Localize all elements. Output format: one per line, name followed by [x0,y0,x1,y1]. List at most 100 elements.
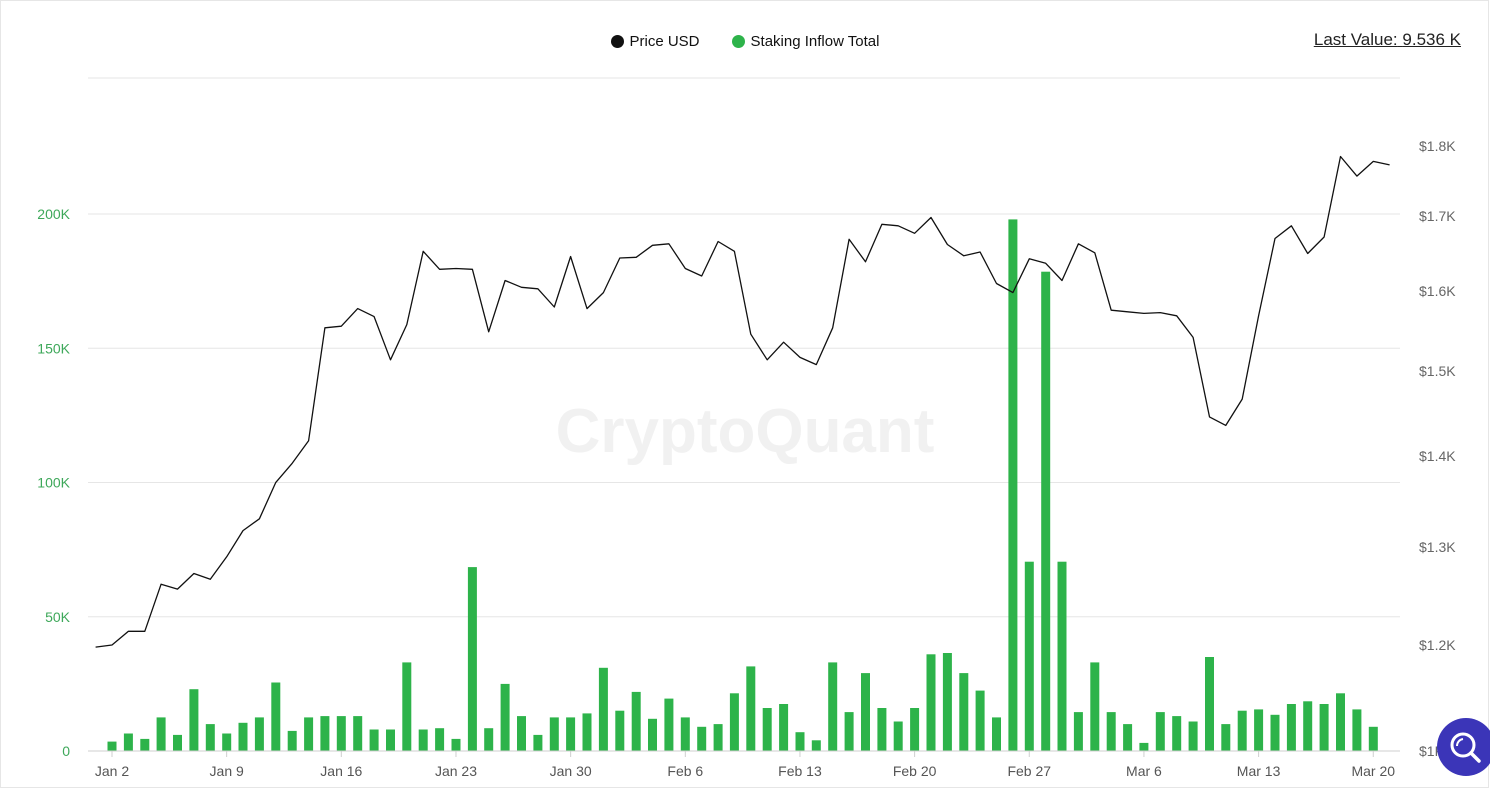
inflow-bar[interactable] [992,717,1001,751]
inflow-bar[interactable] [418,729,428,752]
inflow-bar[interactable] [959,673,969,751]
inflow-bar[interactable] [1368,726,1378,751]
inflow-bar[interactable] [1237,710,1247,751]
inflow-bar[interactable] [861,673,870,751]
price-legend-dot [610,34,624,48]
inflow-bar[interactable] [140,738,150,751]
inflow-bar[interactable] [1139,742,1149,751]
inflow-bar[interactable] [205,724,215,751]
inflow-bar[interactable] [697,726,707,751]
inflow-bar[interactable] [598,667,608,751]
right-axis-tick-label: $1.7K [1419,208,1456,224]
inflow-bar[interactable] [1221,724,1231,751]
inflow-bar[interactable] [1155,712,1165,751]
inflow-bar[interactable] [386,729,395,752]
inflow-legend-label: Staking Inflow Total [750,32,880,50]
inflow-bar[interactable] [566,717,576,751]
inflow-bar[interactable] [189,689,199,751]
inflow-legend-dot [731,34,745,48]
search-fab[interactable] [1437,718,1490,776]
inflow-bar[interactable] [517,716,526,751]
x-axis-tick-label: Feb 6 [667,763,703,779]
inflow-bar[interactable] [369,729,379,752]
inflow-bar[interactable] [631,691,641,751]
inflow-bar[interactable] [1057,561,1067,751]
inflow-bar[interactable] [1319,704,1329,751]
x-axis-tick-label: Jan 2 [95,763,129,779]
inflow-bar[interactable] [1336,693,1345,751]
x-axis-tick-label: Feb 20 [893,763,937,779]
inflow-bar[interactable] [451,738,461,751]
inflow-bar[interactable] [123,733,133,752]
x-axis-tick-label: Jan 30 [550,763,592,779]
inflow-bar[interactable] [795,732,805,751]
inflow-bar[interactable] [336,716,346,751]
price-legend-label: Price USD [629,32,700,50]
inflow-bar[interactable] [320,716,330,751]
inflow-bar[interactable] [287,730,297,751]
inflow-bar[interactable] [107,741,117,751]
right-axis-tick-label: $1.6K [1419,283,1456,299]
inflow-bar[interactable] [500,683,510,751]
inflow-bar[interactable] [1041,271,1051,751]
inflow-bar[interactable] [615,710,625,751]
inflow-bar[interactable] [353,716,363,751]
inflow-bar[interactable] [304,717,314,751]
inflow-bar[interactable] [664,698,674,751]
inflow-bar[interactable] [1008,219,1018,751]
inflow-bar[interactable] [942,653,952,751]
right-axis-tick-label: $1.8K [1419,138,1456,154]
legend-item-price[interactable]: Price USD [610,30,700,52]
inflow-bar[interactable] [680,717,690,751]
inflow-bar[interactable] [811,740,821,751]
inflow-bar[interactable] [1106,712,1116,751]
inflow-bar[interactable] [222,733,232,752]
inflow-bar[interactable] [254,717,264,751]
inflow-bar[interactable] [1188,721,1198,752]
right-axis-tick-label: $1.4K [1419,448,1456,464]
inflow-bar[interactable] [173,734,182,751]
last-value-link[interactable]: Last Value: 9.536 K [1314,30,1461,50]
inflow-bar[interactable] [1205,657,1214,751]
inflow-bar[interactable] [156,717,166,751]
x-axis-ticks: Jan 2 Jan 9 Jan 16 Jan 23 Jan 30 Feb 6 Feb 13 F… [88,750,1400,779]
inflow-bar[interactable] [1303,701,1313,751]
chart-legend: Price USD Staking Inflow Total [0,30,1490,52]
inflow-bar[interactable] [975,690,985,751]
inflow-bar[interactable] [779,704,789,751]
inflow-bar[interactable] [533,734,543,751]
inflow-bar[interactable] [926,654,936,751]
inflow-bar[interactable] [271,682,281,752]
x-axis-tick-label: Jan 16 [320,763,362,779]
inflow-bar[interactable] [910,708,920,751]
inflow-bar[interactable] [893,721,903,752]
inflow-bar[interactable] [1286,704,1296,751]
inflow-bar[interactable] [1270,714,1280,751]
inflow-bar[interactable] [1172,716,1182,751]
inflow-bar[interactable] [1254,709,1264,751]
inflow-bar[interactable] [402,662,412,751]
inflow-bar[interactable] [1024,561,1034,751]
left-axis-tick-label: 0 [62,743,70,759]
inflow-bar[interactable] [1073,712,1083,751]
inflow-bar[interactable] [484,728,494,751]
inflow-bar[interactable] [582,713,592,751]
inflow-bar[interactable] [549,717,559,751]
x-axis-tick-label: Jan 9 [210,763,244,779]
x-axis-tick-label: Mar 6 [1126,763,1162,779]
inflow-bar[interactable] [877,708,887,751]
inflow-bar[interactable] [648,718,657,751]
inflow-bar[interactable] [1352,709,1362,751]
inflow-bar[interactable] [844,712,854,751]
inflow-bar[interactable] [713,724,723,751]
inflow-bar[interactable] [762,708,772,751]
inflow-bar[interactable] [1090,662,1100,751]
inflow-bar[interactable] [746,666,756,751]
inflow-bar[interactable] [729,693,739,751]
inflow-bar[interactable] [238,722,248,751]
legend-item-inflow[interactable]: Staking Inflow Total [731,30,880,52]
inflow-bar[interactable] [435,728,445,751]
inflow-bar[interactable] [828,662,838,751]
inflow-bar[interactable] [467,567,477,751]
inflow-bar[interactable] [1123,724,1133,751]
